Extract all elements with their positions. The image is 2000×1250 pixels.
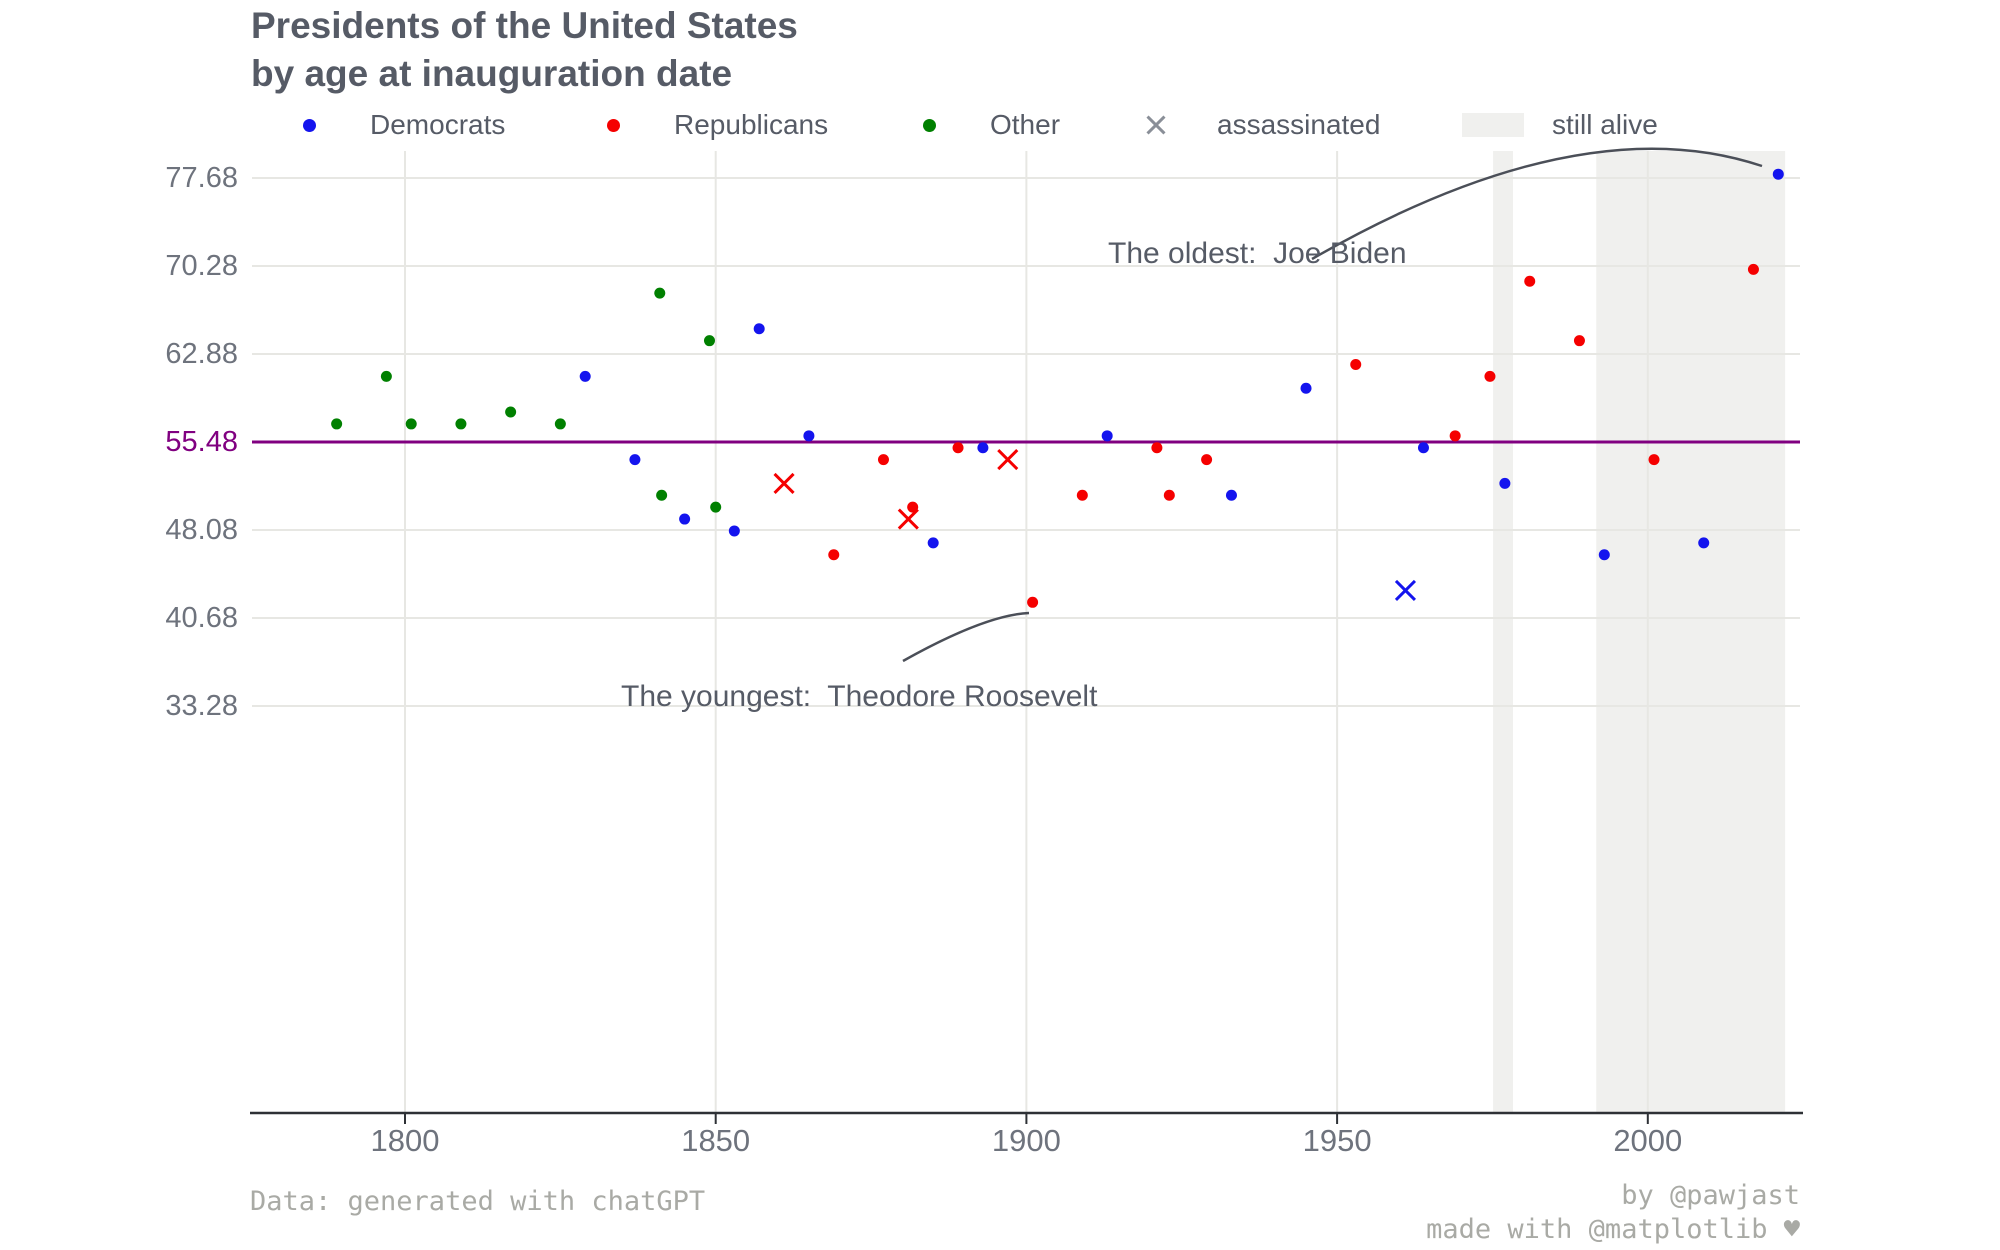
footer-author: by @pawjast (1621, 1180, 1800, 1211)
data-point (1300, 382, 1312, 394)
data-point (405, 418, 417, 430)
data-point (1163, 489, 1175, 501)
data-point (554, 418, 566, 430)
legend-label: still alive (1552, 109, 1658, 140)
assassinated-data-point (1394, 579, 1417, 601)
data-point (753, 323, 765, 335)
title-line-1: Presidents of the United States (251, 5, 798, 46)
data-point (803, 430, 815, 442)
data-point (1499, 477, 1511, 489)
data-point (710, 501, 722, 513)
data-point (1417, 442, 1429, 454)
y-tick-label: 48.08 (165, 514, 238, 546)
legend-item-other: Other (914, 107, 1060, 143)
chart-title: Presidents of the United States by age a… (251, 2, 798, 98)
data-point (654, 287, 666, 299)
data-point (380, 370, 392, 382)
data-point (1772, 168, 1784, 180)
y-tick-label: 77.68 (165, 162, 238, 194)
assassinated-data-point (773, 472, 795, 494)
youngest-annotation-curve (902, 611, 1030, 663)
legend-item-still-alive: still alive (1462, 107, 1658, 143)
data-point (1598, 549, 1610, 561)
data-point (331, 418, 343, 430)
data-point (1101, 430, 1113, 442)
data-point (1225, 489, 1237, 501)
annotation-youngest: The youngest: Theodore Roosevelt (621, 680, 1098, 713)
data-point (1076, 489, 1088, 501)
other-dot-icon (914, 110, 944, 140)
data-point (1648, 454, 1660, 466)
data-point (1201, 454, 1213, 466)
data-point (1698, 537, 1710, 549)
data-point (1449, 430, 1461, 442)
data-point (1524, 275, 1536, 287)
legend-item-democrats: Democrats (294, 107, 505, 143)
x-tick-label: 1900 (991, 1123, 1061, 1158)
y-tick-label: 62.88 (165, 338, 238, 370)
data-point (1350, 358, 1362, 370)
y-tick-label: 70.28 (165, 250, 238, 282)
still-alive-band (1493, 151, 1513, 1113)
legend-item-republicans: Republicans (598, 107, 828, 143)
data-point (1027, 596, 1039, 608)
x-tick-label: 1800 (370, 1123, 440, 1158)
data-point (927, 537, 939, 549)
legend-label: Republicans (674, 109, 829, 140)
data-point (629, 454, 641, 466)
republicans-dot-icon (598, 110, 628, 140)
annotation-oldest: The oldest: Joe Biden (1108, 237, 1407, 270)
assassinated-data-point (897, 508, 919, 530)
data-point (1484, 370, 1496, 382)
still-alive-band (1596, 151, 1786, 1113)
x-tick-label: 2000 (1613, 1123, 1683, 1158)
still-alive-swatch-icon (1462, 110, 1524, 140)
data-point (1573, 335, 1585, 347)
x-tick-label: 1850 (681, 1123, 751, 1158)
data-point (1747, 263, 1759, 275)
data-point (656, 489, 668, 501)
y-tick-label: 33.28 (165, 690, 238, 722)
x-tick-label: 1950 (1302, 1123, 1372, 1158)
oldest-annotation-curve (1311, 147, 1763, 261)
data-point (728, 525, 740, 537)
data-point (1151, 442, 1163, 454)
legend-label: Other (990, 109, 1061, 140)
data-point (679, 513, 691, 525)
footer-data-source: Data: generated with chatGPT (250, 1186, 706, 1217)
legend-label: assassinated (1217, 109, 1381, 140)
footer-made-with: made with @matplotlib ♥ (1426, 1214, 1800, 1245)
data-point (455, 418, 467, 430)
democrats-dot-icon (294, 110, 324, 140)
data-point (977, 442, 989, 454)
data-point (877, 454, 889, 466)
assassinated-data-point (997, 449, 1019, 471)
title-line-2: by age at inauguration date (251, 53, 733, 94)
y-tick-label: 40.68 (165, 602, 238, 634)
x-marker-icon (1141, 110, 1171, 140)
data-point (505, 406, 517, 418)
data-point (828, 549, 840, 561)
legend-item-assassinated: assassinated (1141, 107, 1380, 143)
data-point (579, 370, 591, 382)
legend-label: Democrats (370, 109, 506, 140)
data-point (907, 501, 919, 513)
data-point (703, 335, 715, 347)
y-tick-label: 55.48 (165, 426, 238, 458)
data-point (952, 442, 964, 454)
